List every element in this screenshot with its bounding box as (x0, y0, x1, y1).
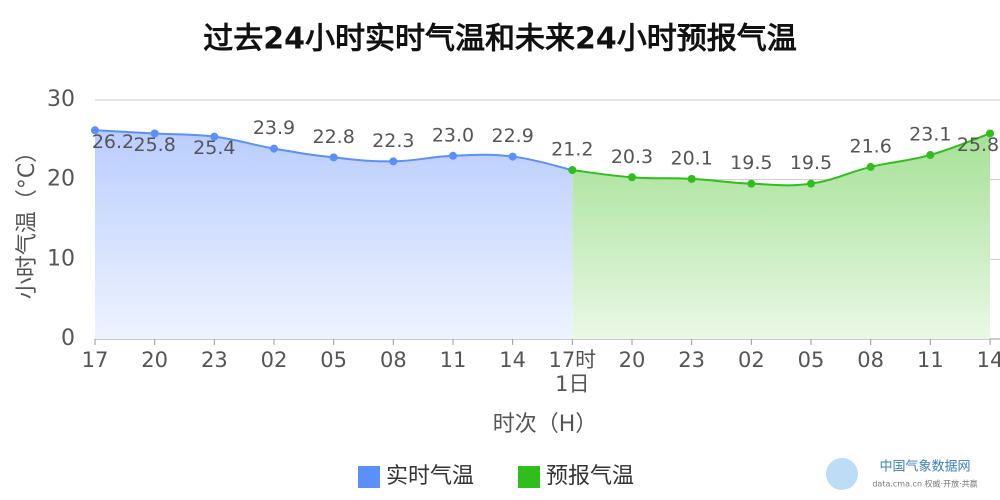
x-tick-label: 05 (320, 348, 348, 372)
y-tick-label: 30 (47, 87, 75, 112)
data-label: 25.8 (957, 134, 999, 156)
legend-label: 预报气温 (546, 464, 634, 489)
x-tick-label: 20 (141, 348, 169, 372)
data-label: 21.2 (551, 139, 593, 161)
y-tick-label: 10 (47, 246, 75, 271)
point (389, 157, 398, 166)
point (866, 162, 875, 171)
x-tick-label: 23 (200, 348, 228, 372)
watermark-site: data.cma.cn 权威·开放·共赢 (872, 479, 977, 489)
x-tick-label: 08 (857, 348, 885, 372)
y-tick-label: 0 (61, 326, 75, 351)
point (568, 166, 577, 175)
data-label: 23.1 (909, 123, 951, 145)
point (91, 126, 99, 135)
data-label: 22.8 (313, 126, 355, 148)
data-label: 19.5 (790, 152, 832, 174)
point (449, 151, 457, 160)
x-tick-label: 17时 1日 (548, 348, 597, 396)
legend-swatch (358, 466, 380, 488)
data-label: 25.8 (134, 134, 176, 156)
chart-title: 过去24小时实时气温和未来24小时预报气温 (203, 22, 797, 57)
x-tick-label: 02 (260, 348, 288, 372)
x-tick-label: 02 (737, 348, 765, 372)
point (628, 173, 636, 182)
data-label: 20.1 (671, 147, 713, 169)
data-label: 26.2 (92, 131, 134, 153)
x-tick-label: 14 (499, 348, 527, 372)
data-label: 22.3 (372, 130, 414, 152)
x-tick-label: 20 (618, 348, 646, 372)
area (572, 133, 990, 339)
point (508, 152, 517, 161)
data-label: 21.6 (850, 135, 892, 157)
point (986, 129, 994, 138)
watermark-name: 中国气象数据网 (879, 459, 970, 475)
point (150, 129, 159, 138)
point (270, 144, 278, 153)
point (329, 153, 338, 162)
data-label: 19.5 (730, 152, 772, 174)
point (926, 150, 935, 159)
line (572, 132, 991, 187)
x-tick-label: 05 (797, 348, 825, 372)
point (747, 179, 756, 188)
x-tick-label: 11 (916, 348, 944, 372)
legend-swatch (518, 466, 540, 488)
x-tick-label: 08 (379, 348, 407, 372)
y-axis-title: 小时气温（°C） (15, 141, 40, 299)
legend-label: 实时气温 (386, 464, 474, 489)
point (687, 174, 696, 183)
x-tick-label: 14 (976, 348, 1000, 372)
data-label: 20.3 (611, 146, 653, 168)
x-tick-label: 11 (439, 348, 467, 372)
data-label: 22.9 (492, 125, 534, 147)
y-tick-label: 20 (47, 167, 75, 192)
data-label: 23.0 (432, 124, 474, 146)
x-axis-title: 时次（H） (493, 412, 598, 437)
watermark-logo (826, 458, 858, 490)
x-tick-label: 17 (81, 348, 109, 372)
point (807, 179, 815, 188)
point (210, 132, 219, 141)
data-label: 25.4 (193, 137, 235, 159)
area (95, 130, 573, 339)
data-label: 23.9 (253, 117, 295, 139)
x-tick-label: 23 (678, 348, 706, 372)
